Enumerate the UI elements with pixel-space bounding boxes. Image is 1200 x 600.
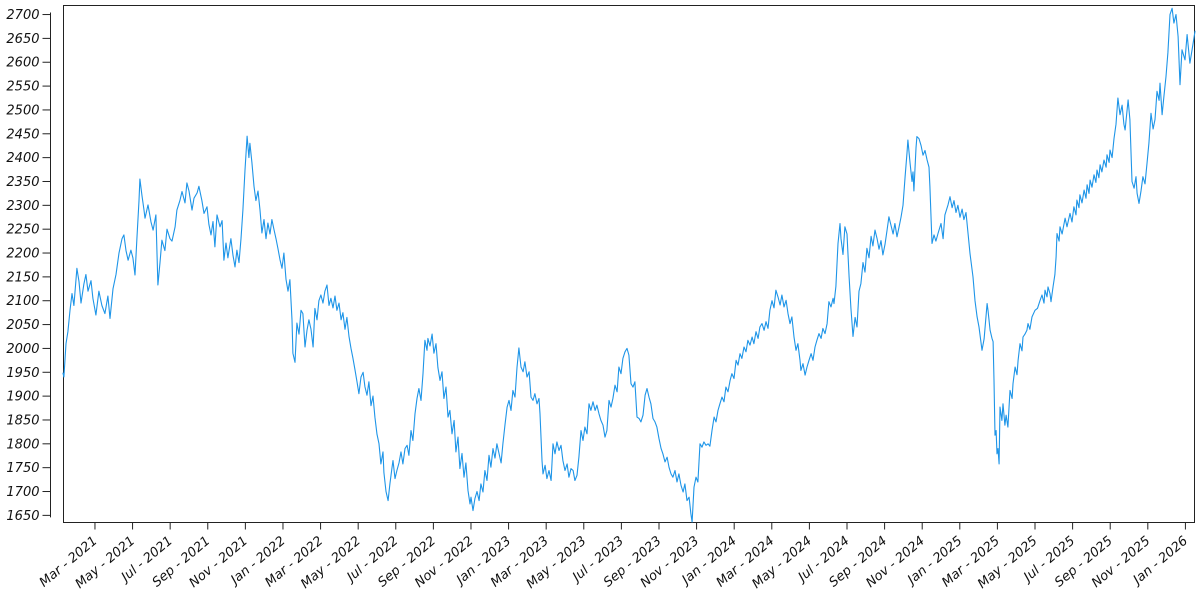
y-tick-label: 2250 bbox=[6, 223, 39, 238]
y-tick-label: 2500 bbox=[6, 103, 39, 118]
y-tick-label: 2100 bbox=[6, 294, 39, 309]
y-tick-label: 1650 bbox=[6, 509, 39, 524]
y-tick-label: 2000 bbox=[6, 342, 39, 357]
y-tick-label: 2400 bbox=[6, 151, 39, 166]
y-tick-label: 1750 bbox=[6, 461, 39, 476]
y-tick-label: 1950 bbox=[6, 366, 39, 381]
y-tick-label: 2700 bbox=[6, 8, 39, 23]
y-tick-label: 1900 bbox=[6, 390, 39, 405]
y-tick-label: 1700 bbox=[6, 485, 39, 500]
y-tick-label: 2350 bbox=[6, 175, 39, 190]
y-tick-label: 2450 bbox=[6, 127, 39, 142]
y-tick-label: 2150 bbox=[6, 270, 39, 285]
y-tick-label: 2200 bbox=[6, 247, 39, 262]
series-line bbox=[62, 7, 1196, 523]
y-tick-label: 2650 bbox=[6, 32, 39, 47]
y-tick-label: 2600 bbox=[6, 56, 39, 71]
y-tick-label: 2050 bbox=[6, 318, 39, 333]
y-tick-label: 1800 bbox=[6, 437, 39, 452]
y-tick-label: 1850 bbox=[6, 413, 39, 428]
y-tick-label: 2300 bbox=[6, 199, 39, 214]
y-tick-label: 2550 bbox=[6, 80, 39, 95]
plot-frame bbox=[63, 5, 1195, 523]
